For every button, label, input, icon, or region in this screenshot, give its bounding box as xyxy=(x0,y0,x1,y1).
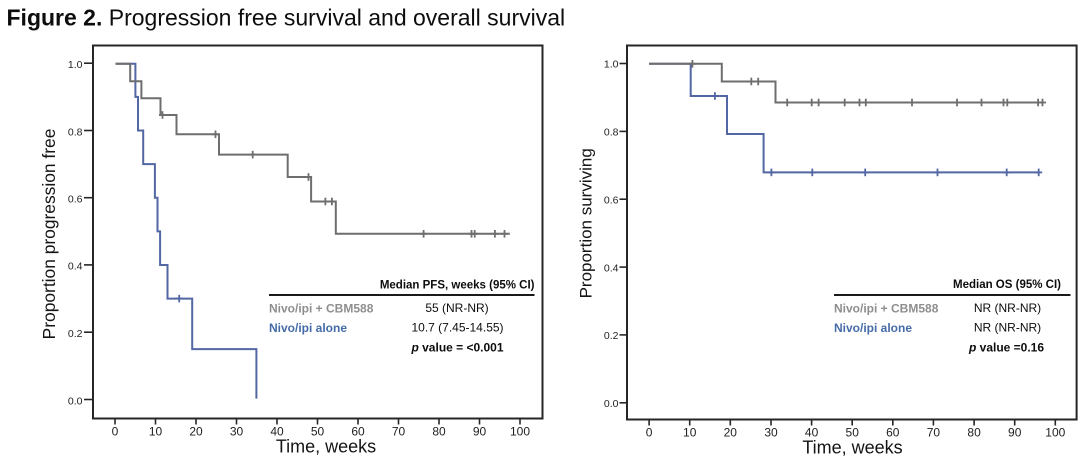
svg-text:0.4: 0.4 xyxy=(68,261,83,273)
svg-text:60: 60 xyxy=(351,425,365,439)
svg-text:0.2: 0.2 xyxy=(604,330,619,342)
svg-text:NR (NR-NR): NR (NR-NR) xyxy=(974,321,1041,335)
svg-text:10: 10 xyxy=(683,426,697,440)
svg-text:90: 90 xyxy=(1008,426,1022,440)
svg-text:Nivo/ipi + CBM588: Nivo/ipi + CBM588 xyxy=(834,302,939,316)
svg-text:80: 80 xyxy=(967,426,981,440)
svg-text:30: 30 xyxy=(764,426,778,440)
svg-text:0.4: 0.4 xyxy=(604,262,619,274)
svg-text:Time, weeks: Time, weeks xyxy=(802,438,902,458)
svg-text:p value =0.16: p value =0.16 xyxy=(968,341,1044,355)
svg-text:Time, weeks: Time, weeks xyxy=(276,437,376,457)
svg-text:Nivo/ipi + CBM588: Nivo/ipi + CBM588 xyxy=(269,302,374,316)
svg-text:Nivo/ipi alone: Nivo/ipi alone xyxy=(834,321,912,335)
svg-text:0.6: 0.6 xyxy=(604,194,619,206)
svg-text:40: 40 xyxy=(270,425,284,439)
svg-text:100: 100 xyxy=(510,425,530,439)
svg-text:40: 40 xyxy=(805,426,819,440)
svg-text:20: 20 xyxy=(189,425,203,439)
svg-text:70: 70 xyxy=(927,426,941,440)
svg-text:0.6: 0.6 xyxy=(68,194,83,206)
svg-text:0.0: 0.0 xyxy=(68,395,83,407)
svg-text:0.2: 0.2 xyxy=(68,328,83,340)
svg-text:Median OS (95% CI): Median OS (95% CI) xyxy=(953,279,1061,291)
svg-text:Figure 2. Progression free sur: Figure 2. Progression free survival and … xyxy=(7,5,566,31)
svg-text:Proportion surviving: Proportion surviving xyxy=(577,148,596,298)
svg-text:60: 60 xyxy=(886,426,900,440)
svg-text:10: 10 xyxy=(149,425,163,439)
svg-text:0: 0 xyxy=(112,425,119,439)
svg-text:80: 80 xyxy=(432,425,446,439)
svg-text:50: 50 xyxy=(311,425,325,439)
svg-text:20: 20 xyxy=(724,426,738,440)
svg-text:Nivo/ipi alone: Nivo/ipi alone xyxy=(269,321,347,335)
svg-text:90: 90 xyxy=(473,425,487,439)
svg-text:55 (NR-NR): 55 (NR-NR) xyxy=(425,301,488,315)
svg-text:50: 50 xyxy=(846,426,860,440)
svg-text:Median PFS, weeks (95% CI): Median PFS, weeks (95% CI) xyxy=(380,280,535,292)
svg-text:0.8: 0.8 xyxy=(604,127,619,139)
svg-text:10.7 (7.45-14.55): 10.7 (7.45-14.55) xyxy=(411,321,503,335)
svg-text:NR (NR-NR): NR (NR-NR) xyxy=(974,301,1041,315)
svg-text:100: 100 xyxy=(1045,426,1065,440)
svg-text:1.0: 1.0 xyxy=(68,59,83,71)
svg-text:0.8: 0.8 xyxy=(68,126,83,138)
svg-text:30: 30 xyxy=(230,425,244,439)
svg-text:70: 70 xyxy=(392,425,406,439)
svg-text:0: 0 xyxy=(646,426,653,440)
svg-text:1.0: 1.0 xyxy=(604,59,619,71)
svg-text:Proportion progression free: Proportion progression free xyxy=(39,129,59,340)
svg-text:0.0: 0.0 xyxy=(604,398,619,410)
svg-text:p value = <0.001: p value = <0.001 xyxy=(410,341,503,355)
